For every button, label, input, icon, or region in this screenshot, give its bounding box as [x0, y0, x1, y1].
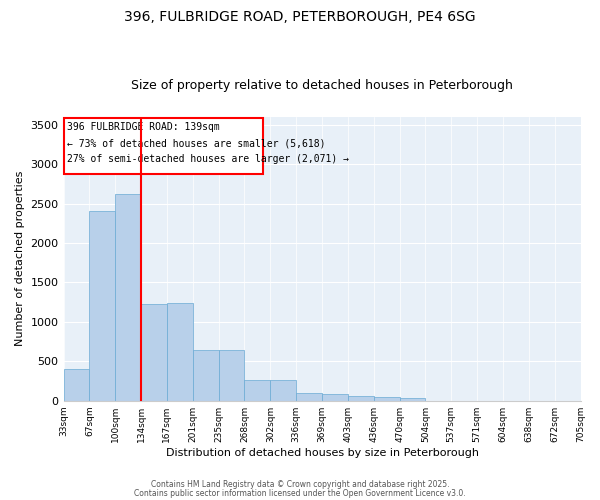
- Bar: [167, 303, 193, 400]
- Bar: [374, 397, 400, 400]
- Bar: [89, 212, 115, 400]
- Title: Size of property relative to detached houses in Peterborough: Size of property relative to detached ho…: [131, 79, 513, 92]
- Bar: [64, 369, 89, 400]
- Bar: [244, 380, 271, 400]
- Bar: [115, 194, 141, 400]
- Text: 396, FULBRIDGE ROAD, PETERBOROUGH, PE4 6SG: 396, FULBRIDGE ROAD, PETERBOROUGH, PE4 6…: [124, 10, 476, 24]
- Text: 27% of semi-detached houses are larger (2,071) →: 27% of semi-detached houses are larger (…: [67, 154, 349, 164]
- Y-axis label: Number of detached properties: Number of detached properties: [15, 171, 25, 346]
- Text: Contains public sector information licensed under the Open Government Licence v3: Contains public sector information licen…: [134, 488, 466, 498]
- Bar: [348, 396, 374, 400]
- FancyBboxPatch shape: [64, 118, 263, 174]
- Bar: [271, 380, 296, 400]
- Bar: [218, 350, 244, 401]
- Bar: [296, 393, 322, 400]
- X-axis label: Distribution of detached houses by size in Peterborough: Distribution of detached houses by size …: [166, 448, 479, 458]
- Text: ← 73% of detached houses are smaller (5,618): ← 73% of detached houses are smaller (5,…: [67, 138, 326, 148]
- Bar: [400, 398, 425, 400]
- Text: 396 FULBRIDGE ROAD: 139sqm: 396 FULBRIDGE ROAD: 139sqm: [67, 122, 220, 132]
- Bar: [141, 304, 167, 400]
- Bar: [193, 350, 218, 401]
- Text: Contains HM Land Registry data © Crown copyright and database right 2025.: Contains HM Land Registry data © Crown c…: [151, 480, 449, 489]
- Bar: [322, 394, 348, 400]
